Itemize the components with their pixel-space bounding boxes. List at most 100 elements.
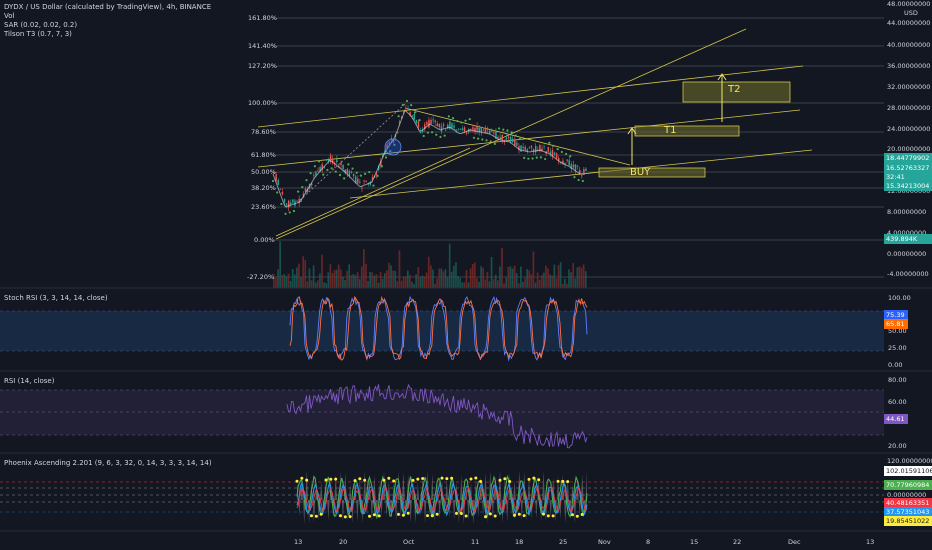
candle-body (417, 121, 420, 128)
candle-body (547, 147, 550, 152)
candle-body (354, 176, 357, 183)
phoenix-yellow-dot (571, 513, 574, 517)
volume-bar (409, 274, 411, 288)
candle-body (380, 160, 382, 166)
volume-bar (482, 267, 485, 288)
price-tick: 4.00000000 (887, 229, 927, 237)
price-tick: 12.00000000 (887, 187, 931, 195)
candle-body (365, 181, 367, 182)
phoenix-yellow-dot (411, 478, 415, 482)
volume-bar (457, 276, 459, 288)
candle-body (459, 128, 462, 130)
indicator-t3[interactable]: Tilson T3 (0.7, 7, 3) (4, 30, 72, 38)
time-label: 8 (646, 538, 651, 546)
candle-body (539, 145, 541, 152)
stoch-tick: 25.00 (888, 344, 907, 352)
price-tick: 36.00000000 (887, 62, 931, 70)
sar-dot (405, 99, 409, 103)
phoenix-badge: 19.85451022 (884, 516, 932, 526)
candle-body (543, 146, 545, 148)
sar-dot (502, 128, 505, 131)
candle-body (505, 137, 508, 140)
stoch-title[interactable]: Stoch RSI (3, 3, 14, 14, close) (4, 294, 108, 302)
candle-body (440, 126, 443, 132)
volume-bar (509, 266, 512, 288)
candle-body (484, 127, 487, 134)
candle-body (451, 123, 453, 128)
price-tick: 44.00000000 (887, 19, 931, 27)
sar-dot (569, 155, 572, 158)
candle-body (491, 130, 493, 132)
volume-bar (430, 265, 432, 288)
sar-dot (435, 133, 438, 136)
volume-bar (383, 273, 386, 288)
indicator-sar[interactable]: SAR (0.02, 0.02, 0.2) (4, 21, 78, 29)
volume-bar (507, 267, 510, 288)
volume-bar (293, 274, 296, 288)
price-tick: 28.00000000 (887, 104, 931, 112)
phoenix-yellow-dot (363, 478, 367, 482)
phoenix-yellow-dot (397, 512, 400, 516)
candle-body (455, 129, 457, 131)
candle-body (434, 120, 436, 122)
candle-body (400, 116, 403, 119)
candle-body (348, 170, 351, 177)
sar-dot (493, 142, 496, 146)
volume-bar (344, 279, 346, 288)
phoenix-yellow-dot (493, 514, 497, 518)
candle-body (564, 163, 566, 165)
sar-dot (564, 152, 568, 156)
sar-dot (276, 191, 279, 194)
phoenix-yellow-dot (580, 512, 584, 516)
sar-dot (535, 156, 538, 159)
volume-bar (402, 277, 405, 288)
volume-bar (543, 272, 545, 288)
volume-bar (557, 265, 560, 288)
volume-bar (559, 262, 562, 288)
rsi-title[interactable]: RSI (14, close) (4, 377, 55, 385)
candle-body (549, 151, 552, 154)
phoenix-yellow-dot (498, 478, 502, 482)
candle-body (457, 129, 460, 131)
volume-bar (503, 283, 505, 288)
sar-dot (426, 131, 430, 134)
candle-body (403, 110, 405, 113)
highlight-circle (384, 138, 402, 156)
volume-bar (358, 278, 361, 288)
volume-bar (371, 272, 374, 288)
candle-body (551, 149, 554, 157)
sar-dot (343, 177, 346, 180)
candle-body (405, 108, 407, 109)
candle-body (315, 171, 317, 176)
volume-bar (291, 269, 294, 288)
sar-dot (389, 150, 392, 153)
sar-dot (317, 160, 321, 163)
candle-body (583, 169, 585, 173)
rsi-tick: 80.00 (888, 376, 907, 384)
candle-body (501, 135, 503, 141)
candle-body (409, 111, 411, 115)
phoenix-yellow-dot (392, 479, 396, 483)
buy-zone (598, 167, 706, 178)
candle-body (298, 198, 300, 203)
candle-body (511, 138, 514, 142)
phoenix-yellow-dot (551, 514, 555, 518)
candle-body (336, 159, 338, 163)
candle-body (357, 178, 359, 184)
volume-bar (323, 282, 325, 288)
indicator-vol[interactable]: Vol (4, 12, 15, 20)
candle-body (532, 149, 535, 152)
phoenix-title[interactable]: Phoenix Ascending 2.201 (9, 6, 3, 32, 0,… (4, 459, 212, 467)
fib-label: 127.20% (248, 62, 277, 70)
candle-body (576, 165, 579, 167)
volume-bar (304, 260, 307, 288)
fib-label: 100.00% (248, 99, 277, 107)
phoenix-yellow-dot (479, 479, 483, 483)
phoenix-yellow-dot (488, 512, 492, 516)
volume-bar (302, 256, 304, 288)
phoenix-yellow-dot (329, 477, 333, 481)
volume-bar (381, 278, 384, 288)
phoenix-yellow-dot (353, 479, 357, 483)
volume-bar (337, 264, 340, 288)
